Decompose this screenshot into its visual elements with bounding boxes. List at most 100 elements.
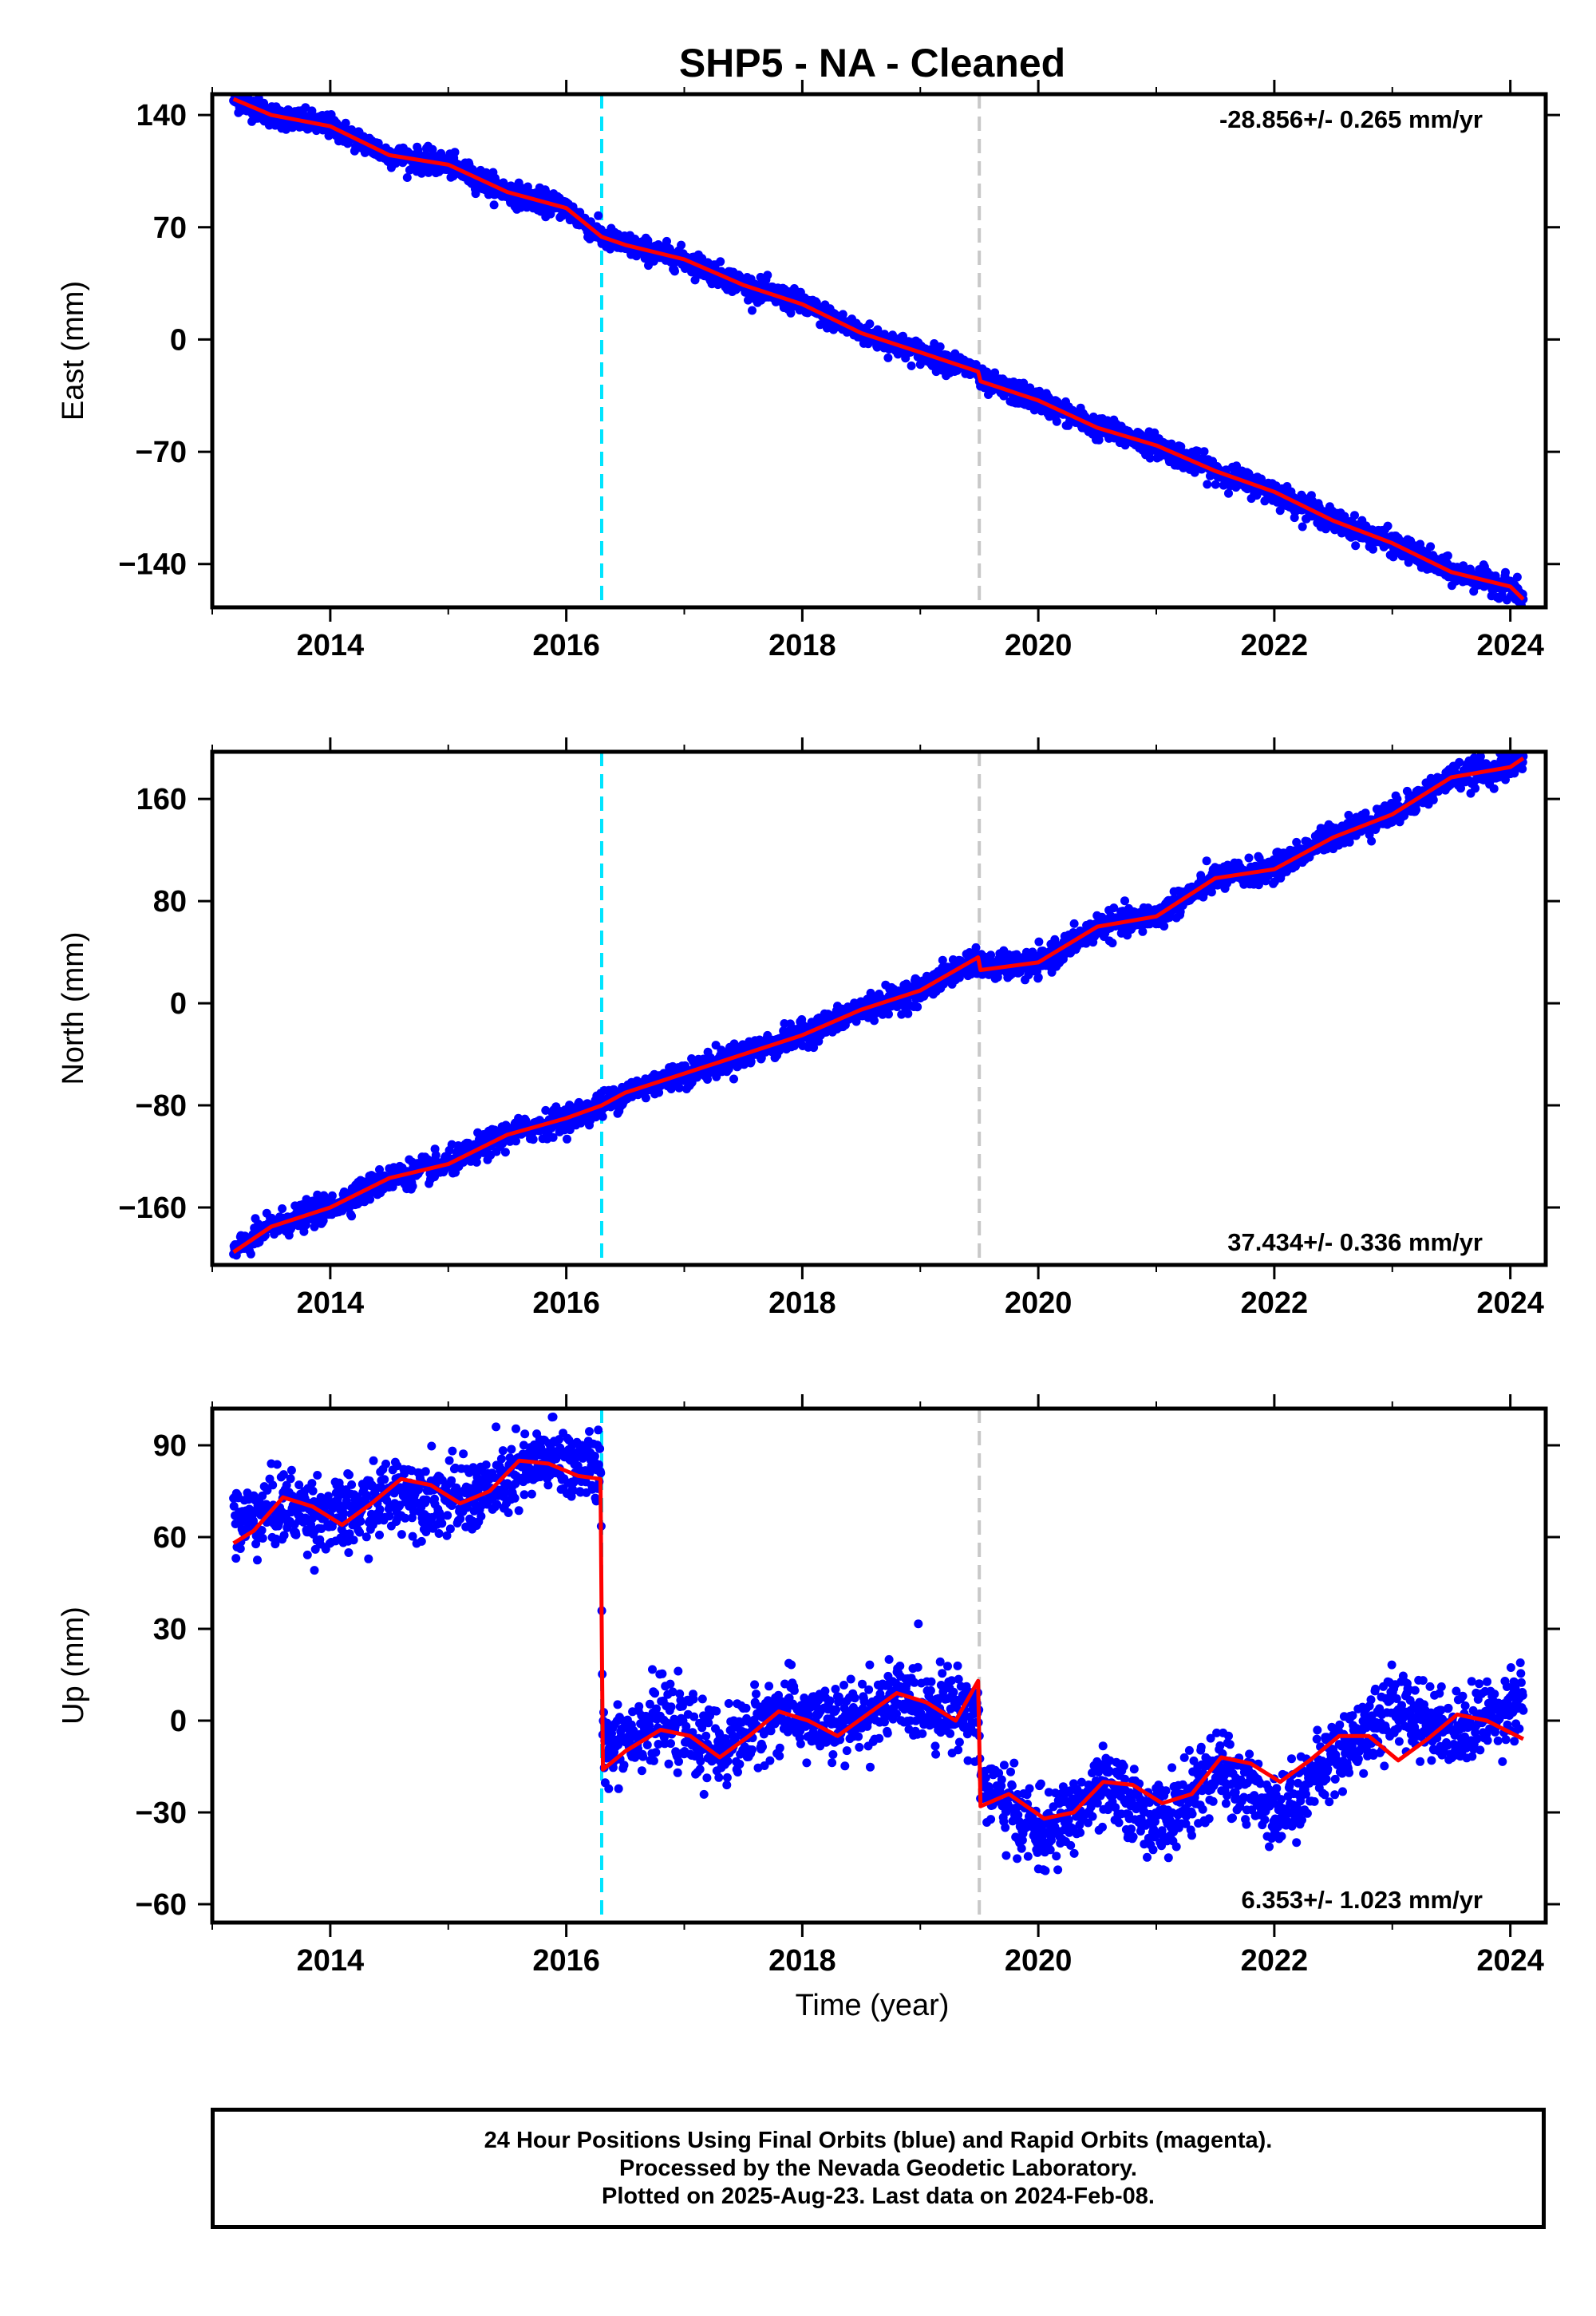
position-point: [402, 173, 412, 182]
y-tick-label: 140: [136, 99, 187, 132]
position-point: [1298, 522, 1307, 532]
position-point: [786, 308, 796, 318]
position-point: [763, 271, 772, 280]
position-point: [1052, 417, 1061, 426]
position-point: [1224, 488, 1233, 498]
position-point: [318, 1216, 328, 1225]
position-point: [327, 1191, 337, 1200]
position-point: [512, 1136, 520, 1146]
x-tick-label: 2020: [1005, 629, 1073, 662]
east-panel: 2014 2016 2018 2020 2022 2024140700−70−140Eas…: [57, 80, 1560, 662]
position-point: [365, 1195, 375, 1204]
position-point: [1512, 572, 1522, 582]
x-tick-label: 2022: [1241, 629, 1309, 662]
position-point: [870, 1016, 879, 1026]
position-point: [1033, 973, 1043, 982]
position-point: [1203, 480, 1212, 489]
position-point: [347, 1211, 357, 1221]
plot-area: [229, 752, 1528, 1265]
position-point: [677, 240, 686, 250]
position-point: [884, 1010, 893, 1019]
position-point: [1501, 567, 1510, 577]
position-point: [903, 1009, 913, 1018]
position-point: [907, 361, 916, 370]
position-point: [990, 368, 1000, 377]
position-point: [674, 1083, 684, 1093]
position-point: [1383, 521, 1393, 531]
position-point: [1344, 810, 1353, 820]
position-point: [897, 1010, 907, 1019]
y-axis-title: East (mm): [57, 281, 90, 421]
position-point: [313, 1190, 322, 1199]
position-point: [408, 1181, 417, 1191]
chart-title: SHP5 - NA - Cleaned: [679, 41, 1065, 85]
position-point: [865, 319, 875, 329]
position-point: [654, 1088, 664, 1097]
position-point: [1426, 542, 1436, 551]
model-line: [232, 97, 1525, 601]
position-point: [1094, 435, 1104, 445]
position-point: [670, 267, 679, 276]
position-point: [1350, 511, 1359, 520]
position-point: [1145, 453, 1155, 463]
position-point: [971, 943, 981, 952]
position-point: [641, 1093, 650, 1103]
position-point: [1202, 856, 1211, 866]
position-point: [563, 1134, 571, 1144]
position-point: [899, 331, 907, 341]
position-point: [729, 1074, 738, 1084]
position-point: [424, 168, 433, 177]
y-tick-label: −70: [136, 436, 187, 469]
position-point: [1211, 480, 1220, 489]
position-point: [1159, 922, 1169, 931]
position-point: [278, 1204, 287, 1213]
position-point: [500, 1148, 510, 1157]
north-panel: 2014 2016 2018 2020 2022 2024160800−80−160Nor…: [57, 737, 1560, 1320]
position-point: [594, 211, 603, 220]
position-point: [246, 1249, 255, 1259]
position-point: [1443, 551, 1452, 560]
position-point: [716, 257, 725, 267]
position-point: [489, 200, 499, 210]
position-point: [1069, 919, 1079, 928]
position-point: [1120, 896, 1129, 906]
position-point: [310, 1222, 319, 1231]
position-point: [809, 1043, 819, 1053]
x-tick-label: 2024: [1476, 629, 1544, 662]
position-point: [1351, 541, 1361, 551]
position-point: [1199, 447, 1209, 456]
position-point: [1034, 937, 1044, 947]
position-point: [1369, 544, 1377, 554]
position-point: [1193, 446, 1203, 456]
position-point: [1019, 378, 1029, 388]
position-point: [598, 1112, 607, 1121]
position-point: [307, 106, 317, 116]
rate-label: -28.856+/- 0.265 mm/yr: [1219, 105, 1483, 133]
position-point: [1108, 939, 1117, 948]
x-tick-label: 2018: [768, 629, 836, 662]
position-point: [447, 1140, 456, 1149]
position-point: [712, 1072, 721, 1081]
y-tick-label: 70: [153, 211, 187, 245]
position-point: [838, 310, 847, 319]
position-point: [431, 1151, 440, 1160]
position-point: [341, 118, 350, 128]
plot-area: [229, 94, 1528, 607]
position-point: [1244, 853, 1254, 863]
position-point: [913, 1002, 922, 1012]
position-point: [301, 1220, 310, 1230]
y-tick-label: −140: [118, 548, 187, 582]
y-tick-label: 0: [170, 323, 187, 357]
position-point: [301, 103, 310, 113]
position-point: [450, 148, 460, 157]
position-point: [1367, 836, 1377, 846]
x-tick-label: 2016: [532, 629, 600, 662]
position-point: [471, 189, 480, 199]
plot-frame: [210, 92, 1548, 610]
position-point: [935, 342, 945, 351]
position-point: [938, 955, 947, 965]
position-point: [883, 353, 893, 362]
position-point: [1138, 927, 1148, 936]
position-point: [986, 951, 996, 960]
